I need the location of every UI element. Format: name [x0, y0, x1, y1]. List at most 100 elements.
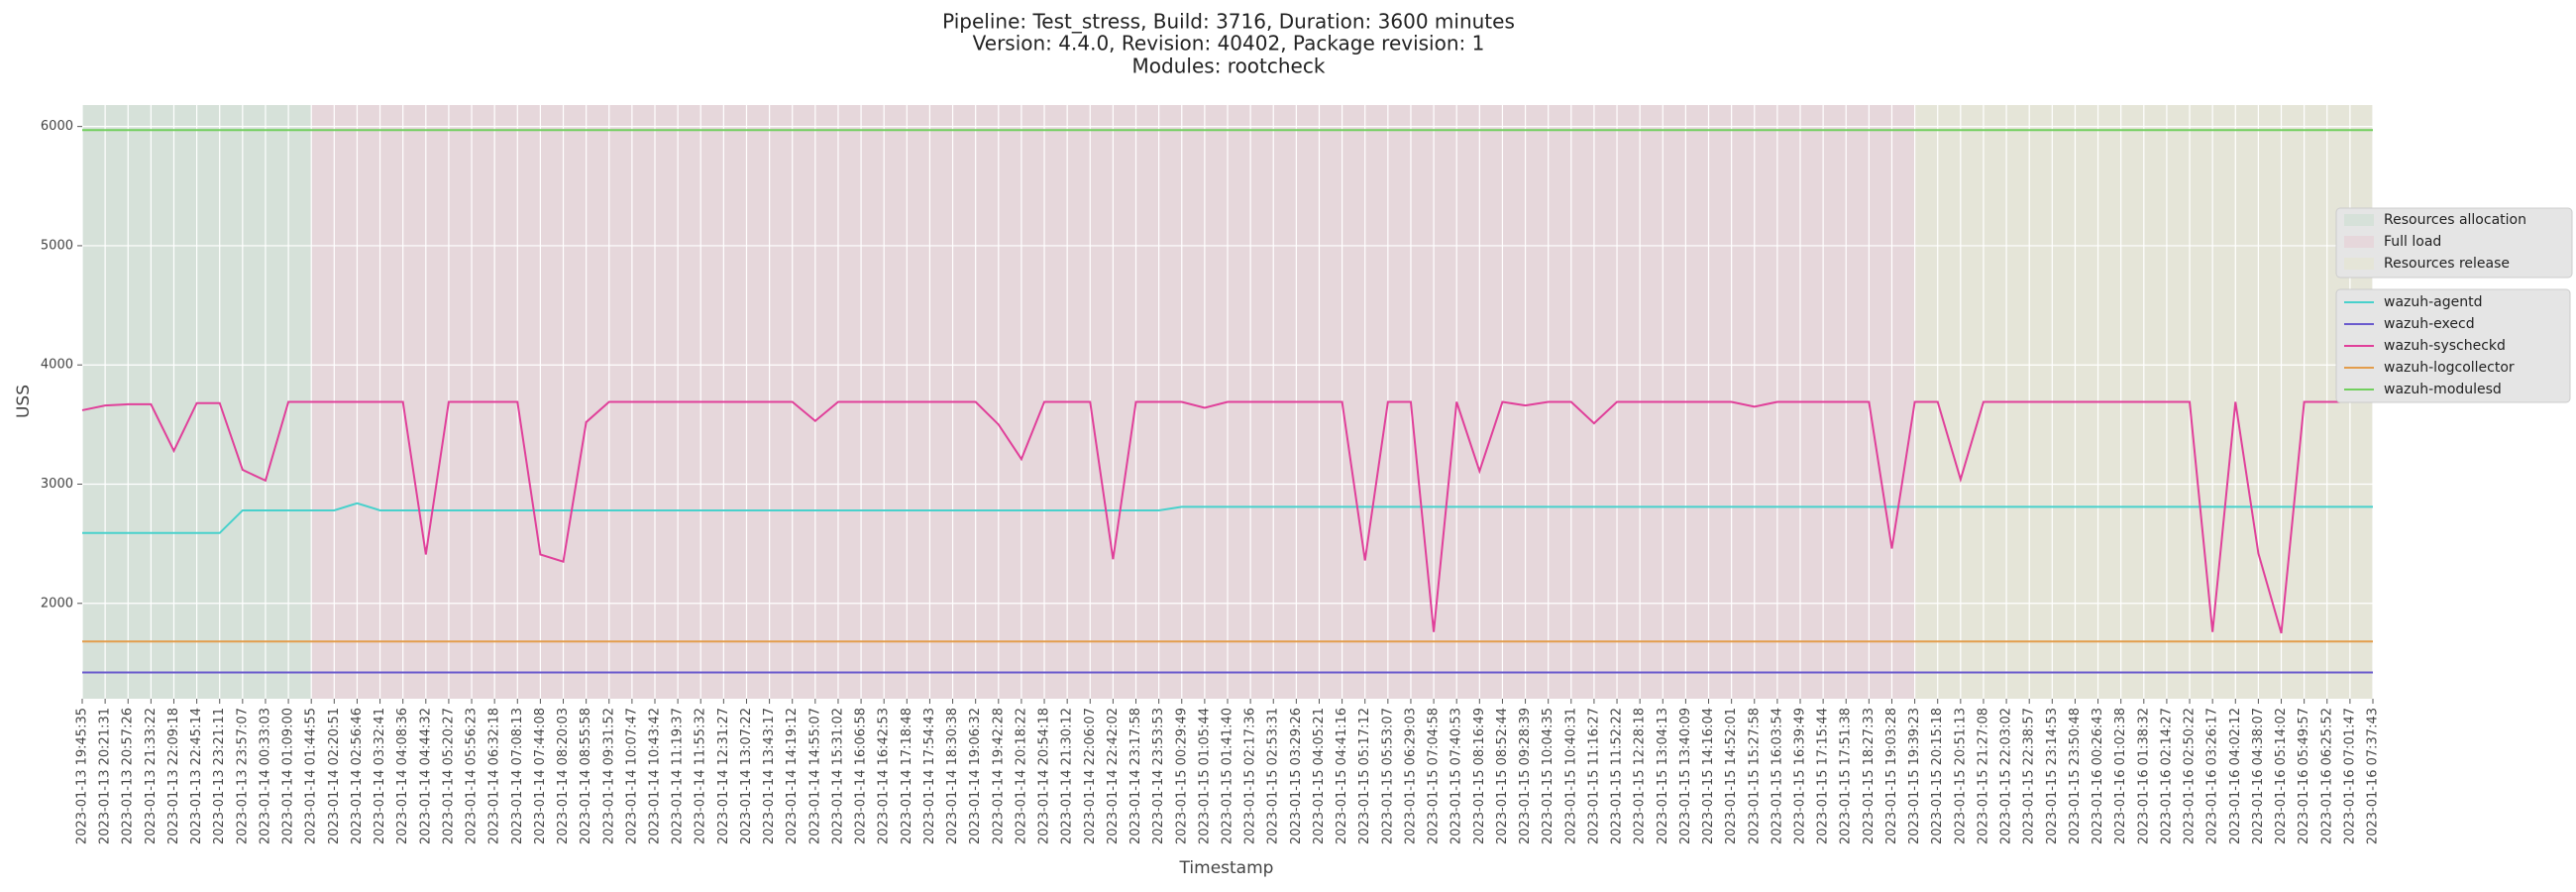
y-tick-label: 4000 [41, 358, 73, 373]
x-tick-label: 2023-01-15 09:28:39 [1518, 708, 1533, 844]
x-tick-label: 2023-01-14 13:07:22 [739, 708, 754, 844]
x-tick-label: 2023-01-13 20:21:31 [98, 708, 113, 844]
legend-box [2335, 207, 2573, 279]
x-tick-label: 2023-01-14 02:20:51 [327, 708, 342, 844]
legend-label: Resources release [2384, 256, 2510, 272]
x-tick-label: 2023-01-14 21:30:12 [1060, 708, 1075, 844]
y-axis-label: USS [14, 385, 34, 418]
x-tick-label: 2023-01-14 05:56:23 [465, 708, 480, 844]
x-tick-label: 2023-01-14 23:53:53 [1151, 708, 1166, 844]
legend-label: wazuh-logcollector [2384, 360, 2515, 376]
legend-swatch [2344, 236, 2374, 248]
x-tick-label: 2023-01-13 22:45:14 [189, 708, 204, 844]
x-tick-label: 2023-01-14 16:42:53 [877, 708, 892, 844]
x-tick-label: 2023-01-14 01:44:55 [304, 708, 319, 844]
x-tick-label: 2023-01-15 22:38:57 [2022, 708, 2037, 844]
x-tick-label: 2023-01-15 16:03:54 [1770, 708, 1784, 844]
legend-swatch [2344, 214, 2374, 226]
x-tick-label: 2023-01-15 13:04:13 [1656, 708, 1670, 844]
x-tick-label: 2023-01-13 23:21:11 [212, 708, 227, 844]
x-tick-label: 2023-01-14 16:06:58 [854, 708, 869, 844]
x-tick-label: 2023-01-15 08:16:49 [1472, 708, 1487, 844]
chart-title: Pipeline: Test_stress, Build: 3716, Dura… [942, 10, 1515, 34]
y-tick-label: 6000 [41, 119, 73, 134]
x-tick-label: 2023-01-15 00:29:49 [1174, 708, 1189, 844]
x-tick-label: 2023-01-15 10:40:31 [1563, 708, 1578, 844]
legend-label: wazuh-modulesd [2384, 382, 2502, 397]
x-tick-label: 2023-01-14 04:44:32 [418, 708, 433, 844]
x-tick-label: 2023-01-15 14:16:04 [1701, 708, 1716, 844]
x-tick-label: 2023-01-13 19:45:35 [75, 708, 90, 844]
x-tick-label: 2023-01-16 02:14:27 [2159, 708, 2174, 844]
x-tick-label: 2023-01-14 08:20:03 [556, 708, 571, 844]
x-tick-label: 2023-01-15 10:04:35 [1541, 708, 1556, 844]
x-tick-label: 2023-01-14 10:43:42 [648, 708, 663, 844]
legend-label: Resources allocation [2384, 212, 2526, 228]
x-tick-label: 2023-01-15 02:17:36 [1243, 708, 1258, 844]
x-tick-label: 2023-01-14 05:20:27 [441, 708, 456, 844]
x-tick-label: 2023-01-15 13:40:09 [1678, 708, 1693, 844]
x-tick-label: 2023-01-15 19:03:28 [1884, 708, 1899, 844]
x-tick-label: 2023-01-16 02:50:22 [2183, 708, 2198, 844]
x-tick-label: 2023-01-15 04:41:16 [1335, 708, 1349, 844]
x-tick-label: 2023-01-14 00:33:03 [258, 708, 272, 844]
x-tick-label: 2023-01-16 03:26:17 [2205, 708, 2220, 844]
x-tick-label: 2023-01-16 07:37:43 [2366, 708, 2381, 844]
x-tick-label: 2023-01-16 01:38:32 [2136, 708, 2151, 844]
x-tick-label: 2023-01-15 04:05:21 [1312, 708, 1327, 844]
x-tick-label: 2023-01-16 05:14:02 [2274, 708, 2289, 844]
x-tick-label: 2023-01-15 07:40:53 [1449, 708, 1464, 844]
x-tick-label: 2023-01-15 06:29:03 [1403, 708, 1418, 844]
x-tick-label: 2023-01-15 11:52:22 [1610, 708, 1625, 844]
legend-label: wazuh-execd [2384, 316, 2475, 332]
x-tick-label: 2023-01-15 12:28:18 [1633, 708, 1648, 844]
y-tick-label: 3000 [41, 477, 73, 492]
x-tick-label: 2023-01-14 17:18:48 [900, 708, 914, 844]
legend-label: wazuh-syscheckd [2384, 338, 2506, 354]
x-tick-label: 2023-01-15 11:16:27 [1586, 708, 1601, 844]
series-line [81, 400, 2373, 634]
x-tick-label: 2023-01-14 17:54:43 [922, 708, 937, 844]
x-tick-label: 2023-01-14 23:17:58 [1128, 708, 1143, 844]
x-tick-label: 2023-01-15 17:51:38 [1839, 708, 1854, 844]
x-tick-label: 2023-01-14 11:55:32 [694, 708, 708, 844]
x-tick-label: 2023-01-15 15:27:58 [1747, 708, 1762, 844]
series-line [82, 502, 2373, 534]
chart-title: Modules: rootcheck [1132, 55, 1326, 78]
x-tick-label: 2023-01-15 16:39:49 [1793, 708, 1808, 844]
x-tick-label: 2023-01-15 08:52:44 [1495, 708, 1510, 844]
x-tick-label: 2023-01-14 14:55:07 [807, 708, 822, 844]
x-tick-label: 2023-01-14 22:06:07 [1083, 708, 1098, 844]
x-tick-label: 2023-01-15 20:15:18 [1930, 708, 1945, 844]
x-tick-label: 2023-01-14 07:44:08 [533, 708, 548, 844]
x-tick-label: 2023-01-14 08:55:58 [579, 708, 593, 844]
x-tick-label: 2023-01-14 04:08:36 [395, 708, 410, 844]
x-tick-label: 2023-01-16 00:26:43 [2091, 708, 2105, 844]
x-tick-label: 2023-01-14 09:31:52 [601, 708, 616, 844]
x-tick-label: 2023-01-16 04:38:07 [2251, 708, 2266, 844]
x-tick-label: 2023-01-16 05:49:57 [2297, 708, 2311, 844]
x-tick-label: 2023-01-13 22:09:18 [166, 708, 181, 844]
x-tick-label: 2023-01-15 05:53:07 [1380, 708, 1395, 844]
x-tick-label: 2023-01-14 18:30:38 [945, 708, 960, 844]
x-tick-label: 2023-01-15 05:17:12 [1357, 708, 1372, 844]
x-tick-label: 2023-01-15 07:04:58 [1427, 708, 1442, 844]
legend-label: Full load [2384, 234, 2441, 250]
x-tick-label: 2023-01-15 01:05:44 [1197, 708, 1212, 844]
x-axis-label: Timestamp [1179, 858, 1274, 878]
x-tick-label: 2023-01-13 23:57:07 [235, 708, 250, 844]
x-tick-label: 2023-01-14 06:32:18 [487, 708, 502, 844]
x-tick-label: 2023-01-15 17:15:44 [1816, 708, 1831, 844]
x-tick-label: 2023-01-15 23:14:53 [2045, 708, 2060, 844]
x-tick-label: 2023-01-14 10:07:47 [624, 708, 639, 844]
x-tick-label: 2023-01-15 20:51:13 [1953, 708, 1968, 844]
x-tick-label: 2023-01-14 19:42:28 [991, 708, 1006, 844]
x-tick-label: 2023-01-15 03:29:26 [1289, 708, 1304, 844]
x-tick-label: 2023-01-16 01:02:38 [2113, 708, 2128, 844]
x-tick-label: 2023-01-14 20:54:18 [1037, 708, 1052, 844]
x-tick-label: 2023-01-16 04:02:12 [2228, 708, 2243, 844]
x-tick-label: 2023-01-14 11:19:37 [671, 708, 686, 844]
x-tick-label: 2023-01-15 21:27:08 [1976, 708, 1990, 844]
x-tick-label: 2023-01-14 15:31:02 [830, 708, 845, 844]
x-tick-label: 2023-01-14 22:42:02 [1106, 708, 1121, 844]
